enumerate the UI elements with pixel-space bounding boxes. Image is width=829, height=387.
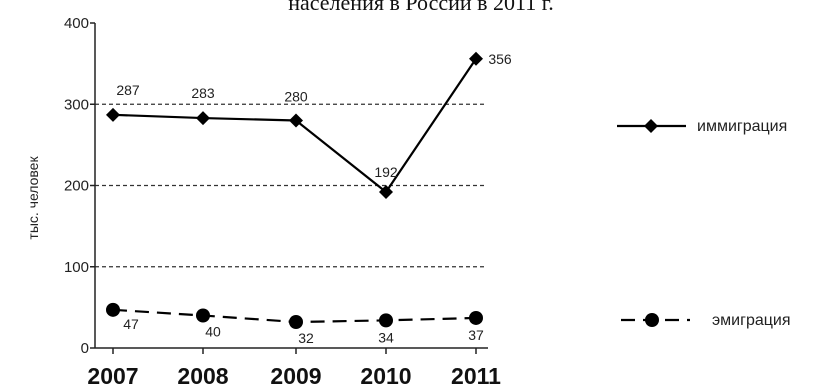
immigration-point [379, 185, 393, 199]
emigration-point [196, 308, 210, 323]
legend-label-immigration: иммиграция [697, 118, 787, 135]
y-tick-label: 0 [81, 340, 89, 357]
x-tick-label: 2008 [177, 363, 228, 387]
emigration-data-label: 37 [468, 327, 484, 343]
legend-label-emigration: эмиграция [712, 312, 791, 329]
immigration-data-label: 356 [488, 51, 512, 67]
legend-marker-immigration [644, 119, 658, 133]
y-tick-label: 100 [64, 259, 89, 276]
immigration-data-label: 280 [284, 89, 308, 105]
immigration-data-label: 283 [191, 85, 215, 101]
x-tick-label: 2011 [451, 363, 501, 387]
emigration-point [379, 313, 393, 328]
emigration-data-label: 47 [123, 316, 139, 332]
x-tick-label: 2007 [87, 363, 138, 387]
immigration-point [289, 113, 303, 128]
emigration-point [289, 315, 303, 329]
y-tick-label: 400 [64, 15, 89, 32]
immigration-point [469, 51, 483, 66]
chart-title: населения в России в 2011 г. [288, 0, 554, 15]
x-tick-label: 2010 [360, 363, 411, 387]
y-tick-label: 200 [64, 178, 89, 195]
series-layer: 287 283 280 192 356 47 40 32 34 37 [106, 51, 512, 346]
emigration-point [106, 302, 120, 317]
y-ticks: 0 100 200 300 400 [64, 15, 95, 357]
x-tick-label: 2009 [270, 363, 321, 387]
x-ticks: 2007 2008 2009 2010 2011 [87, 348, 501, 387]
immigration-point [196, 111, 210, 126]
immigration-data-label: 287 [116, 82, 140, 98]
y-tick-label: 300 [64, 96, 89, 113]
emigration-data-label: 32 [298, 330, 314, 346]
y-axis-label: тыс. человек [25, 156, 41, 240]
grid-lines [95, 103, 485, 268]
legend-marker-emigration [645, 313, 659, 327]
emigration-data-label: 34 [378, 329, 394, 345]
legend: иммиграция эмиграция [617, 118, 791, 329]
immigration-point [106, 107, 120, 122]
emigration-point [469, 310, 483, 325]
immigration-data-label: 192 [374, 164, 398, 180]
emigration-data-label: 40 [205, 324, 221, 340]
